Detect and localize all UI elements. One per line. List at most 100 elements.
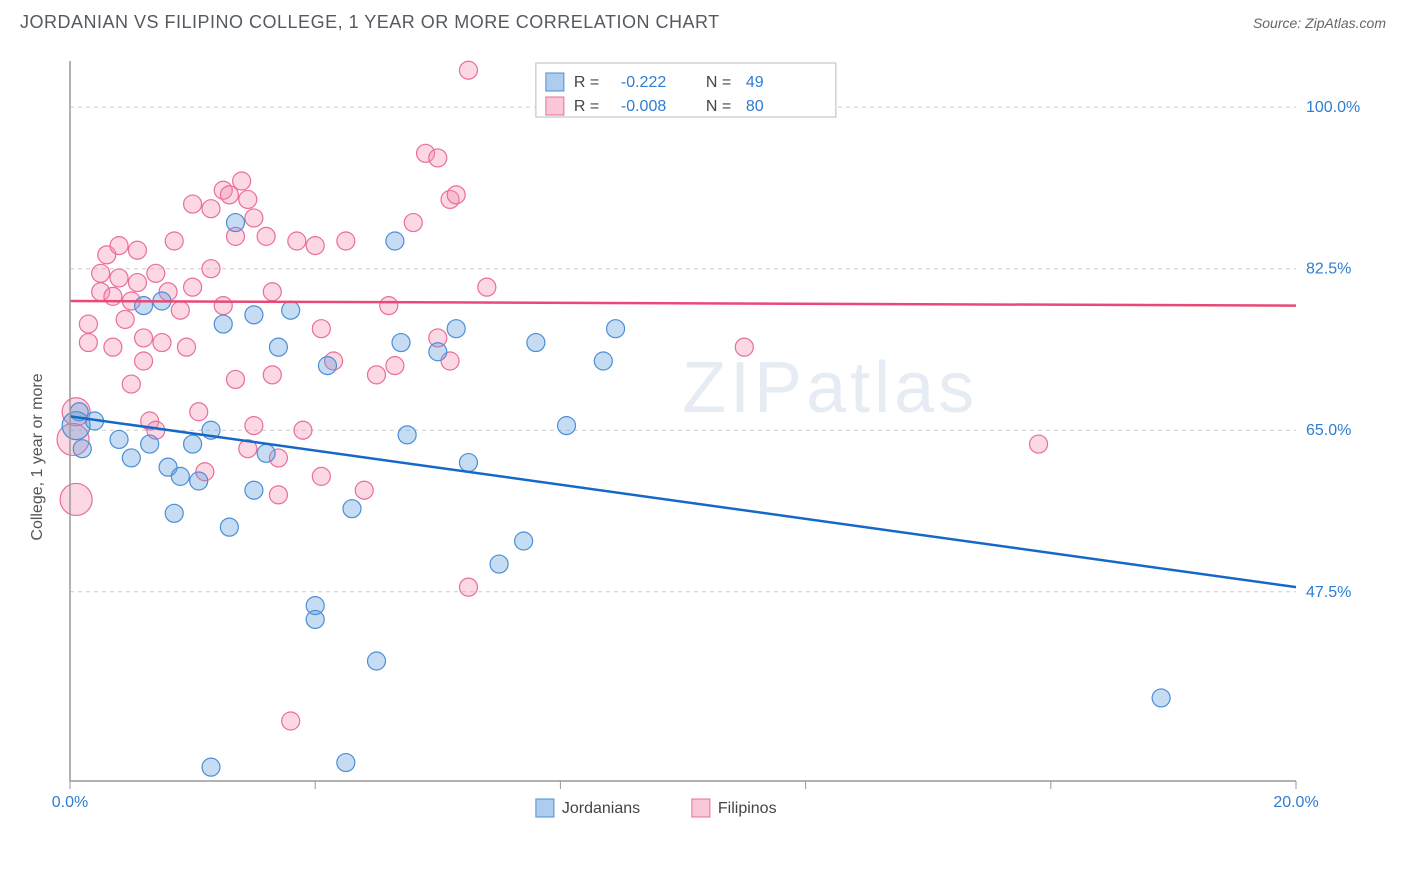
data-point-jordanians bbox=[337, 754, 355, 772]
y-tick-label: 47.5% bbox=[1306, 584, 1351, 601]
x-tick-label: 0.0% bbox=[52, 794, 88, 811]
x-tick-label: 20.0% bbox=[1273, 794, 1318, 811]
chart-container: 47.5% 65.0% 82.5% 100.0% ZIPatlas 0.0% 20.0% Co… bbox=[20, 41, 1386, 861]
legend-r-label: R = bbox=[574, 74, 599, 91]
data-point-jordanians bbox=[220, 518, 238, 536]
data-point-filipinos bbox=[184, 195, 202, 213]
data-point-jordanians bbox=[135, 297, 153, 315]
data-point-filipinos bbox=[177, 338, 195, 356]
data-point-jordanians bbox=[171, 467, 189, 485]
y-axis-label: College, 1 year or more bbox=[29, 373, 46, 540]
legend-r-value: -0.222 bbox=[621, 74, 666, 91]
data-point-filipinos bbox=[269, 486, 287, 504]
data-point-filipinos bbox=[153, 334, 171, 352]
scatter-chart: 47.5% 65.0% 82.5% 100.0% ZIPatlas 0.0% 20.0% Co… bbox=[20, 41, 1386, 861]
data-point-filipinos bbox=[263, 366, 281, 384]
data-point-filipinos bbox=[122, 375, 140, 393]
data-point-filipinos bbox=[128, 274, 146, 292]
data-point-filipinos bbox=[312, 320, 330, 338]
data-point-filipinos bbox=[245, 209, 263, 227]
data-point-jordanians bbox=[110, 430, 128, 448]
data-point-filipinos bbox=[294, 421, 312, 439]
data-point-filipinos bbox=[92, 264, 110, 282]
data-point-jordanians bbox=[202, 758, 220, 776]
y-tick-label: 100.0% bbox=[1306, 99, 1360, 116]
data-point-filipinos bbox=[478, 278, 496, 296]
data-point-jordanians bbox=[282, 301, 300, 319]
data-point-jordanians bbox=[214, 315, 232, 333]
data-point-jordanians bbox=[398, 426, 416, 444]
data-point-jordanians bbox=[306, 610, 324, 628]
legend-swatch bbox=[546, 97, 564, 115]
source-label: Source: ZipAtlas.com bbox=[1253, 15, 1386, 31]
data-point-filipinos bbox=[227, 370, 245, 388]
data-point-filipinos bbox=[404, 214, 422, 232]
legend-n-label: N = bbox=[706, 74, 731, 91]
data-point-jordanians bbox=[386, 232, 404, 250]
data-point-filipinos bbox=[459, 61, 477, 79]
bottom-legend-swatch bbox=[692, 799, 710, 817]
data-point-filipinos bbox=[735, 338, 753, 356]
data-point-filipinos bbox=[135, 329, 153, 347]
data-point-filipinos bbox=[128, 241, 146, 259]
data-point-jordanians bbox=[429, 343, 447, 361]
data-point-jordanians bbox=[318, 357, 336, 375]
data-point-jordanians bbox=[269, 338, 287, 356]
data-point-jordanians bbox=[257, 444, 275, 462]
data-point-filipinos bbox=[104, 287, 122, 305]
data-point-jordanians bbox=[392, 334, 410, 352]
data-point-jordanians bbox=[1152, 689, 1170, 707]
data-point-filipinos bbox=[233, 172, 251, 190]
data-point-jordanians bbox=[527, 334, 545, 352]
data-point-filipinos bbox=[147, 264, 165, 282]
chart-title: JORDANIAN VS FILIPINO COLLEGE, 1 YEAR OR… bbox=[20, 12, 720, 33]
data-point-filipinos bbox=[245, 417, 263, 435]
bottom-legend-label: Filipinos bbox=[718, 800, 777, 817]
data-point-jordanians bbox=[122, 449, 140, 467]
data-point-filipinos bbox=[312, 467, 330, 485]
data-point-jordanians bbox=[607, 320, 625, 338]
legend-n-label: N = bbox=[706, 98, 731, 115]
data-point-filipinos bbox=[135, 352, 153, 370]
data-point-jordanians bbox=[447, 320, 465, 338]
data-point-jordanians bbox=[245, 306, 263, 324]
data-point-filipinos bbox=[110, 237, 128, 255]
data-point-filipinos bbox=[220, 186, 238, 204]
legend-r-label: R = bbox=[574, 98, 599, 115]
data-point-filipinos bbox=[337, 232, 355, 250]
bottom-legend-swatch bbox=[536, 799, 554, 817]
data-point-filipinos bbox=[429, 149, 447, 167]
data-point-filipinos bbox=[184, 278, 202, 296]
data-point-filipinos bbox=[459, 578, 477, 596]
legend-r-value: -0.008 bbox=[621, 98, 666, 115]
data-point-filipinos bbox=[380, 297, 398, 315]
data-point-filipinos bbox=[202, 200, 220, 218]
data-point-filipinos bbox=[79, 334, 97, 352]
data-point-filipinos bbox=[368, 366, 386, 384]
watermark: ZIPatlas bbox=[682, 348, 978, 428]
y-tick-label: 65.0% bbox=[1306, 422, 1351, 439]
legend-n-value: 80 bbox=[746, 98, 764, 115]
data-point-jordanians bbox=[73, 440, 91, 458]
data-point-filipinos bbox=[104, 338, 122, 356]
data-point-jordanians bbox=[490, 555, 508, 573]
data-point-filipinos bbox=[288, 232, 306, 250]
trend-line-filipinos bbox=[70, 301, 1296, 306]
y-tick-label: 82.5% bbox=[1306, 261, 1351, 278]
data-point-filipinos bbox=[257, 227, 275, 245]
data-point-filipinos bbox=[202, 260, 220, 278]
data-point-jordanians bbox=[368, 652, 386, 670]
data-point-filipinos bbox=[386, 357, 404, 375]
data-point-filipinos bbox=[239, 190, 257, 208]
data-point-filipinos bbox=[447, 186, 465, 204]
data-point-jordanians bbox=[558, 417, 576, 435]
data-point-filipinos bbox=[282, 712, 300, 730]
data-point-filipinos bbox=[171, 301, 189, 319]
data-point-jordanians bbox=[245, 481, 263, 499]
data-point-filipinos bbox=[110, 269, 128, 287]
data-point-filipinos bbox=[165, 232, 183, 250]
data-point-jordanians bbox=[227, 214, 245, 232]
data-point-filipinos bbox=[190, 403, 208, 421]
bottom-legend-label: Jordanians bbox=[562, 800, 640, 817]
legend-swatch bbox=[546, 73, 564, 91]
